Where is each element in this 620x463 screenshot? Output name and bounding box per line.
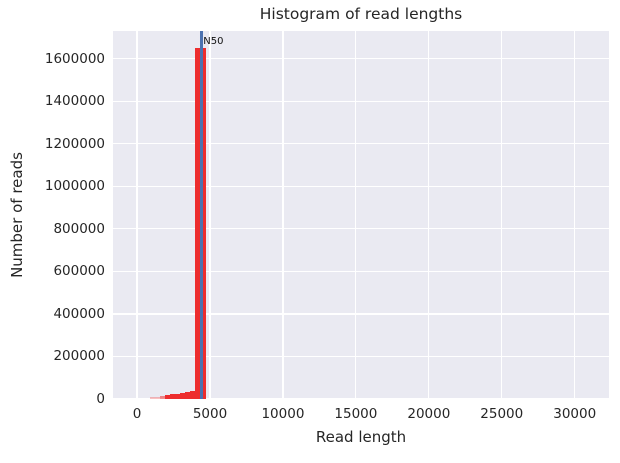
x-gridline xyxy=(501,31,503,399)
y-gridline xyxy=(113,58,609,60)
x-tick-label: 25000 xyxy=(480,406,524,422)
y-gridline xyxy=(113,398,609,400)
y-gridline xyxy=(113,313,609,315)
y-gridline xyxy=(113,100,609,102)
x-tick-label: 20000 xyxy=(407,406,451,422)
x-axis-label: Read length xyxy=(315,428,407,446)
n50-label: N50 xyxy=(203,36,224,47)
y-tick-label: 1200000 xyxy=(44,135,105,152)
y-gridline xyxy=(113,270,609,272)
y-tick-label: 800000 xyxy=(53,220,105,237)
x-tick-label: 30000 xyxy=(553,406,597,422)
x-gridline xyxy=(428,31,430,399)
y-tick-label: 0 xyxy=(96,391,105,407)
x-gridline xyxy=(209,31,211,399)
histogram-bar xyxy=(150,397,161,399)
plot-area xyxy=(113,31,609,400)
y-gridline xyxy=(113,185,609,187)
x-gridline xyxy=(282,31,284,399)
x-gridline xyxy=(574,31,576,399)
histogram-bar xyxy=(184,392,190,399)
n50-line xyxy=(200,31,203,399)
histogram-bar xyxy=(175,393,180,399)
y-tick-label: 400000 xyxy=(53,305,105,322)
y-tick-label: 1400000 xyxy=(44,93,105,110)
x-tick-label: 10000 xyxy=(261,406,305,422)
histogram-bar xyxy=(170,394,175,399)
x-gridline xyxy=(355,31,357,399)
y-tick-label: 1600000 xyxy=(44,50,105,67)
y-tick-label: 200000 xyxy=(53,348,105,365)
x-gridline xyxy=(136,31,138,399)
y-tick-label: 600000 xyxy=(53,263,105,280)
y-gridline xyxy=(113,355,609,358)
y-tick-label: 1000000 xyxy=(44,178,105,195)
y-gridline xyxy=(113,228,609,230)
histogram-bar xyxy=(160,396,166,399)
y-gridline xyxy=(113,143,609,145)
x-tick-label: 5000 xyxy=(192,406,228,422)
x-tick-label: 15000 xyxy=(334,406,378,422)
histogram-bar xyxy=(189,390,195,399)
y-axis-label: Number of reads xyxy=(8,152,26,278)
x-tick-label: 0 xyxy=(132,406,142,422)
chart-title: Histogram of read lengths xyxy=(259,5,463,23)
histogram-bar xyxy=(165,395,171,399)
histogram-bar xyxy=(179,393,185,399)
